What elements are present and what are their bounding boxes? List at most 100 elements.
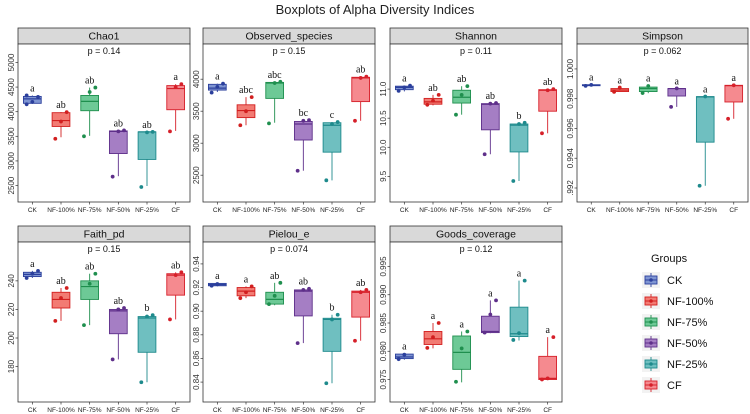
y-tick-label: 4500 — [7, 78, 16, 96]
significance-letter: ab — [270, 271, 279, 282]
data-point — [215, 282, 220, 286]
box-nf-25pct: b — [509, 111, 529, 183]
data-point — [301, 288, 306, 292]
data-point — [488, 101, 493, 106]
data-point — [358, 290, 363, 295]
data-point — [425, 102, 430, 107]
data-point — [87, 281, 92, 286]
significance-letter: ab — [543, 77, 552, 88]
box-ck: a — [22, 83, 42, 107]
y-tick-label: 0.980 — [379, 341, 388, 362]
data-point — [646, 84, 651, 88]
significance-letter: a — [30, 83, 35, 94]
x-tick-label: NF-25% — [320, 207, 344, 214]
box-cf: a — [724, 73, 744, 121]
data-point — [459, 346, 464, 351]
data-point — [145, 130, 149, 135]
y-tick-label: 0.994 — [566, 148, 575, 169]
data-point — [465, 84, 470, 89]
data-point — [617, 85, 622, 90]
significance-letter: a — [703, 84, 708, 95]
significance-letter: a — [215, 72, 220, 83]
panel-plot-area — [576, 43, 749, 203]
box-cf: a — [166, 72, 186, 134]
legend-key-point — [649, 362, 653, 366]
box-rect — [80, 94, 100, 112]
data-point — [540, 131, 544, 136]
box-rect — [480, 315, 500, 334]
significance-letter: abc — [239, 85, 253, 96]
legend-label: NF-100% — [667, 296, 714, 308]
data-point — [517, 122, 521, 126]
data-point — [583, 83, 588, 88]
panel-plot-area — [389, 241, 563, 403]
panel-pielou-e: Pielou_ep = 0.074 0.84 0.86 0.88 0.90 0.92 0.9… — [192, 225, 376, 414]
x-tick-label: NF-25% — [135, 407, 159, 414]
box-rect — [322, 122, 342, 153]
legend-item-nf-50pct: NF-50% — [642, 335, 708, 351]
significance-letter: a — [459, 319, 464, 330]
data-point — [122, 306, 126, 310]
y-tick-label: 0.975 — [379, 369, 388, 390]
data-point — [494, 101, 498, 105]
box-rect — [538, 89, 558, 112]
y-tick-label: 0.996 — [566, 118, 575, 139]
data-point — [36, 95, 40, 99]
data-point — [24, 102, 29, 107]
legend-key-point — [649, 383, 653, 387]
data-point — [731, 83, 736, 88]
box-rect — [137, 131, 157, 160]
data-point — [179, 270, 184, 275]
x-tick-label: NF-100% — [232, 407, 260, 414]
x-tick-label: NF-75% — [78, 407, 102, 414]
panel-title: Simpson — [642, 31, 683, 43]
panel-plot-area — [17, 241, 191, 403]
data-point — [110, 174, 115, 179]
box-ck: a — [207, 271, 227, 288]
legend-title: Groups — [651, 253, 688, 265]
significance-letter: a — [618, 75, 623, 86]
significance-letter: a — [173, 72, 178, 83]
significance-letter: ab — [299, 277, 308, 288]
y-tick-label: 9.5 — [379, 170, 388, 182]
x-tick-label: NF-100% — [606, 207, 634, 214]
data-point — [209, 283, 214, 288]
data-point — [335, 312, 340, 317]
data-point — [396, 357, 401, 362]
data-point — [408, 83, 412, 88]
data-point — [307, 286, 311, 291]
box-ck: a — [22, 259, 42, 280]
y-tick-label: 10.5 — [379, 110, 388, 126]
box-rect — [351, 76, 371, 103]
x-tick-label: NF-50% — [478, 207, 502, 214]
data-point — [301, 118, 306, 123]
x-tick-label: NF-50% — [106, 207, 130, 214]
significance-letter: a — [402, 342, 407, 353]
data-point — [82, 134, 86, 139]
box-rect — [509, 123, 529, 153]
data-point — [278, 280, 283, 285]
box-rect — [538, 355, 558, 380]
data-point — [272, 293, 277, 298]
x-tick-label: CF — [543, 207, 552, 214]
data-point — [324, 381, 329, 386]
box-nf-100pct: a — [610, 75, 630, 94]
significance-letter: b — [517, 111, 522, 122]
y-tick-label: 0.88 — [192, 326, 201, 342]
data-point — [139, 380, 144, 385]
data-point — [53, 318, 58, 323]
x-tick-label: NF-100% — [419, 207, 447, 214]
data-point — [517, 331, 521, 336]
data-point — [726, 116, 730, 121]
legend-label: NF-50% — [667, 338, 708, 350]
significance-letter: a — [732, 73, 737, 84]
data-point — [238, 296, 243, 301]
data-point — [511, 338, 516, 342]
significance-letter: c — [330, 110, 335, 121]
panel-plot-area — [202, 43, 376, 203]
box-rect — [322, 317, 342, 352]
data-point — [24, 93, 29, 98]
y-tick-label: 0.86 — [192, 350, 201, 366]
box-nf-75pct: a — [638, 74, 658, 95]
legend-item-nf-25pct: NF-25% — [642, 356, 708, 372]
